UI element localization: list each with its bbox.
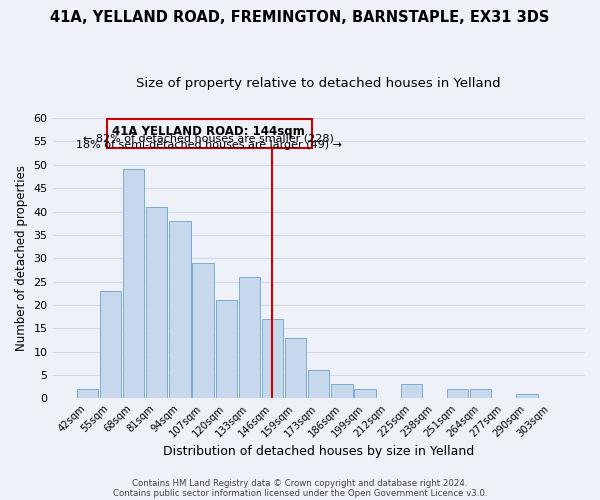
Bar xyxy=(146,207,167,398)
Bar xyxy=(517,394,538,398)
FancyBboxPatch shape xyxy=(107,120,312,148)
Bar xyxy=(331,384,353,398)
Bar xyxy=(100,291,121,399)
Text: Contains HM Land Registry data © Crown copyright and database right 2024.: Contains HM Land Registry data © Crown c… xyxy=(132,478,468,488)
Y-axis label: Number of detached properties: Number of detached properties xyxy=(15,166,28,352)
Text: 41A, YELLAND ROAD, FREMINGTON, BARNSTAPLE, EX31 3DS: 41A, YELLAND ROAD, FREMINGTON, BARNSTAPL… xyxy=(50,10,550,25)
X-axis label: Distribution of detached houses by size in Yelland: Distribution of detached houses by size … xyxy=(163,444,475,458)
Bar xyxy=(123,170,145,398)
Bar xyxy=(215,300,237,398)
Text: 41A YELLAND ROAD: 144sqm: 41A YELLAND ROAD: 144sqm xyxy=(112,125,305,138)
Text: Contains public sector information licensed under the Open Government Licence v3: Contains public sector information licen… xyxy=(113,488,487,498)
Bar xyxy=(262,319,283,398)
Text: ← 82% of detached houses are smaller (228): ← 82% of detached houses are smaller (22… xyxy=(83,133,334,143)
Bar xyxy=(193,263,214,398)
Bar xyxy=(77,389,98,398)
Bar xyxy=(401,384,422,398)
Bar xyxy=(355,389,376,398)
Bar xyxy=(239,277,260,398)
Text: 18% of semi-detached houses are larger (49) →: 18% of semi-detached houses are larger (… xyxy=(76,140,342,150)
Bar xyxy=(285,338,306,398)
Bar xyxy=(470,389,491,398)
Title: Size of property relative to detached houses in Yelland: Size of property relative to detached ho… xyxy=(136,78,501,90)
Bar xyxy=(169,221,191,398)
Bar xyxy=(447,389,468,398)
Bar xyxy=(308,370,329,398)
